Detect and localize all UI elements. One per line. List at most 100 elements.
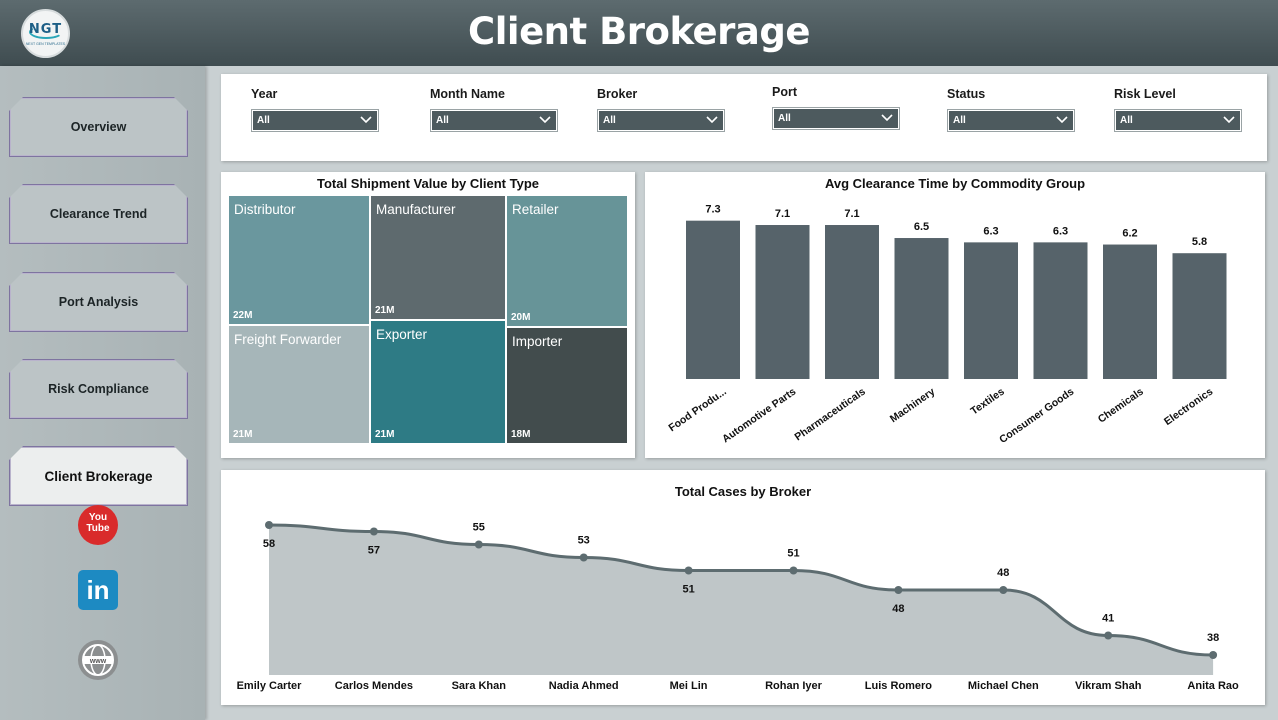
filter-year: Year All xyxy=(251,87,379,132)
status-dropdown-value: All xyxy=(953,115,966,126)
year-dropdown-value: All xyxy=(257,115,270,126)
x-axis-tick-label: Michael Chen xyxy=(968,680,1039,692)
treemap-tile-distributor[interactable]: Distributor 22M xyxy=(229,196,369,324)
bar-chart-plot: 7.3 Food Produ... 7.1 Automotive Parts 7.1 Ph… xyxy=(666,204,1227,446)
youtube-icon[interactable]: You Tube xyxy=(78,505,118,545)
treemap-tile-manufacturer[interactable]: Manufacturer 21M xyxy=(371,196,505,319)
bar[interactable] xyxy=(1103,244,1157,379)
nav-client-brokerage-button[interactable]: Client Brokerage xyxy=(9,446,188,506)
data-point[interactable] xyxy=(684,566,693,575)
chevron-down-icon xyxy=(1056,116,1068,124)
chevron-down-icon xyxy=(360,116,372,124)
tile-value: 21M xyxy=(375,305,395,316)
bar[interactable] xyxy=(894,238,949,379)
bar-chart-title: Avg Clearance Time by Commodity Group xyxy=(824,176,1086,191)
filter-risk-level: Risk Level All xyxy=(1114,87,1242,132)
filter-broker-label: Broker xyxy=(597,87,638,101)
bar[interactable] xyxy=(1172,253,1227,379)
bar-data-label: 7.3 xyxy=(705,204,720,216)
bar[interactable] xyxy=(964,242,1018,379)
tile-label: Importer xyxy=(512,334,563,349)
website-globe-icon[interactable]: www xyxy=(78,640,118,680)
x-axis-tick-label: Food Produ... xyxy=(666,386,728,435)
data-point[interactable] xyxy=(1209,651,1218,659)
treemap-tile-importer[interactable]: Importer 18M xyxy=(507,328,627,443)
month-dropdown-value: All xyxy=(436,115,449,126)
treemap-title: Total Shipment Value by Client Type xyxy=(317,176,539,191)
tile-value: 21M xyxy=(375,429,395,440)
filter-status: Status All xyxy=(947,87,1075,132)
logo-text: NGT xyxy=(28,22,63,37)
data-point[interactable] xyxy=(789,566,798,575)
chevron-down-icon xyxy=(881,114,893,122)
page-title: Client Brokerage xyxy=(468,10,810,53)
tile-value: 22M xyxy=(233,310,253,321)
sidebar: Overview Clearance Trend Port Analysis R… xyxy=(0,66,205,720)
bar[interactable] xyxy=(1033,242,1088,379)
filter-month-label: Month Name xyxy=(430,87,505,101)
year-dropdown[interactable]: All xyxy=(251,109,379,132)
bar[interactable] xyxy=(755,225,810,379)
treemap-card: Total Shipment Value by Client Type Dist… xyxy=(221,172,635,458)
bar-data-label: 7.1 xyxy=(775,208,790,220)
chevron-down-icon xyxy=(539,116,551,124)
line-chart-title: Total Cases by Broker xyxy=(674,484,812,499)
bar-data-label: 6.2 xyxy=(1122,228,1137,240)
data-point[interactable] xyxy=(894,586,903,594)
data-point[interactable] xyxy=(1104,631,1113,640)
x-axis-tick-label: Nadia Ahmed xyxy=(549,680,619,692)
treemap-tile-retailer[interactable]: Retailer 20M xyxy=(507,196,627,326)
bar-data-label: 7.1 xyxy=(844,208,859,220)
x-axis-tick-label: Pharmaceuticals xyxy=(792,386,867,444)
treemap-tile-freight-forwarder[interactable]: Freight Forwarder 21M xyxy=(229,326,369,443)
point-data-label: 48 xyxy=(997,567,1009,579)
month-name-dropdown[interactable]: All xyxy=(430,109,558,132)
logo-swoosh-icon xyxy=(29,25,63,39)
point-data-label: 55 xyxy=(473,522,485,534)
bar-data-label: 6.3 xyxy=(983,225,998,237)
point-data-label: 48 xyxy=(892,603,904,615)
logo-subtext: NEXT GEN TEMPLATES xyxy=(25,42,66,46)
x-axis-tick-label: Electronics xyxy=(1162,386,1215,428)
broker-dropdown[interactable]: All xyxy=(597,109,725,132)
linkedin-icon[interactable]: in xyxy=(78,570,118,610)
series-line xyxy=(268,523,1214,657)
nav-clearance-trend-button[interactable]: Clearance Trend xyxy=(9,184,188,244)
point-data-label: 58 xyxy=(263,538,275,550)
data-point[interactable] xyxy=(999,586,1008,594)
nav-overview-button[interactable]: Overview xyxy=(9,97,188,157)
risk-level-dropdown[interactable]: All xyxy=(1114,109,1242,132)
line-chart-card: Total Cases by Broker 58 Emily Carter 57 Ca… xyxy=(221,470,1265,705)
bar-chart-card: Avg Clearance Time by Commodity Group 7.… xyxy=(645,172,1265,458)
line-chart-plot: 58 Emily Carter 57 Carlos Mendes 55 Sara Khan… xyxy=(237,521,1239,692)
bar-data-label: 6.3 xyxy=(1053,225,1068,237)
nav-port-analysis-button[interactable]: Port Analysis xyxy=(9,272,188,332)
filter-month-name: Month Name All xyxy=(430,87,558,132)
data-point[interactable] xyxy=(474,540,483,549)
tile-value: 18M xyxy=(511,429,531,440)
bar[interactable] xyxy=(686,220,740,379)
treemap-tile-exporter[interactable]: Exporter 21M xyxy=(371,321,505,443)
bar-data-label: 6.5 xyxy=(914,221,929,233)
x-axis-tick-label: Carlos Mendes xyxy=(335,680,413,692)
filter-risk-label: Risk Level xyxy=(1114,87,1176,101)
data-point[interactable] xyxy=(265,521,273,529)
bar-data-label: 5.8 xyxy=(1192,236,1207,248)
x-axis-tick-label: Consumer Goods xyxy=(997,386,1076,446)
bar[interactable] xyxy=(825,225,879,379)
youtube-icon-text-bottom: Tube xyxy=(86,523,110,534)
status-dropdown[interactable]: All xyxy=(947,109,1075,132)
port-dropdown[interactable]: All xyxy=(772,107,900,130)
data-point[interactable] xyxy=(579,553,588,562)
data-point[interactable] xyxy=(369,527,378,536)
nav-risk-compliance-button[interactable]: Risk Compliance xyxy=(9,359,188,419)
x-axis-tick-label: Textiles xyxy=(968,386,1006,418)
company-logo[interactable]: NGT NEXT GEN TEMPLATES xyxy=(21,9,70,58)
chevron-down-icon xyxy=(1223,116,1235,124)
tile-label: Retailer xyxy=(512,202,559,217)
x-axis-tick-label: Vikram Shah xyxy=(1075,680,1142,692)
filter-port-label: Port xyxy=(772,85,797,99)
port-dropdown-value: All xyxy=(778,113,791,124)
x-axis-tick-label: Mei Lin xyxy=(670,680,708,692)
tile-label: Distributor xyxy=(234,202,296,217)
